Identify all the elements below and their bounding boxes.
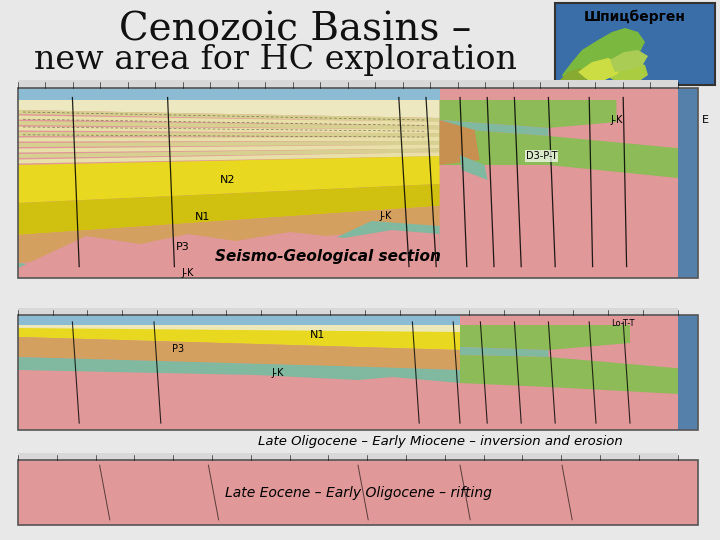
Polygon shape <box>558 68 590 90</box>
Text: N1: N1 <box>195 212 211 222</box>
Bar <box>18 315 698 430</box>
Polygon shape <box>18 337 460 370</box>
Polygon shape <box>460 325 630 350</box>
Text: J-K: J-K <box>611 115 623 125</box>
Bar <box>18 315 698 430</box>
Text: E: E <box>702 115 709 125</box>
Bar <box>18 88 440 100</box>
Polygon shape <box>18 110 440 122</box>
Bar <box>555 3 715 85</box>
Bar <box>18 315 460 325</box>
Polygon shape <box>18 221 440 273</box>
Bar <box>18 88 698 278</box>
Polygon shape <box>18 126 440 133</box>
Polygon shape <box>459 155 487 180</box>
Polygon shape <box>18 230 440 278</box>
Text: J-K: J-K <box>272 368 284 378</box>
Text: P3: P3 <box>176 242 190 252</box>
Text: D3-P-T: D3-P-T <box>526 151 557 161</box>
Text: J-K: J-K <box>182 268 194 278</box>
Polygon shape <box>18 145 440 152</box>
Text: N1: N1 <box>310 330 325 340</box>
Bar <box>18 88 698 278</box>
Polygon shape <box>610 50 648 72</box>
Polygon shape <box>18 148 440 158</box>
Bar <box>555 3 715 85</box>
Polygon shape <box>440 120 549 136</box>
Text: N2: N2 <box>220 175 235 185</box>
Polygon shape <box>18 116 440 126</box>
Polygon shape <box>18 152 440 164</box>
Text: Seismo-Geological section: Seismo-Geological section <box>215 248 441 264</box>
Text: Cenozoic Basins –: Cenozoic Basins – <box>119 11 471 49</box>
Polygon shape <box>460 355 698 395</box>
Bar <box>18 80 678 88</box>
Polygon shape <box>18 325 460 350</box>
Text: P3: P3 <box>172 344 184 354</box>
Polygon shape <box>18 184 440 235</box>
Text: new area for HC exploration: new area for HC exploration <box>34 44 516 76</box>
Polygon shape <box>460 347 549 357</box>
Bar <box>18 460 698 525</box>
Polygon shape <box>440 120 480 165</box>
Polygon shape <box>605 60 648 85</box>
Polygon shape <box>18 121 440 130</box>
Polygon shape <box>440 100 616 128</box>
Text: Late Oligocene – Early Miocene – inversion and erosion: Late Oligocene – Early Miocene – inversi… <box>258 435 623 449</box>
Text: J-K: J-K <box>379 211 392 221</box>
Polygon shape <box>18 141 440 147</box>
Text: Late Eocene – Early Oligocene – rifting: Late Eocene – Early Oligocene – rifting <box>225 485 492 500</box>
Polygon shape <box>440 128 698 180</box>
Polygon shape <box>562 28 645 85</box>
Bar <box>678 88 698 278</box>
Polygon shape <box>18 370 460 430</box>
Polygon shape <box>18 137 440 141</box>
Bar <box>18 308 678 315</box>
Bar <box>440 88 698 278</box>
Polygon shape <box>18 357 460 383</box>
Text: Шпицберген: Шпицберген <box>584 10 686 24</box>
Polygon shape <box>18 206 440 263</box>
Bar <box>18 460 698 525</box>
Text: Lo-T-T: Lo-T-T <box>611 319 635 327</box>
Bar <box>18 453 678 460</box>
Polygon shape <box>18 325 460 332</box>
Bar <box>460 315 698 430</box>
Polygon shape <box>18 100 440 118</box>
Polygon shape <box>18 156 440 203</box>
Bar <box>678 315 698 430</box>
Polygon shape <box>18 132 440 137</box>
Polygon shape <box>578 58 622 82</box>
